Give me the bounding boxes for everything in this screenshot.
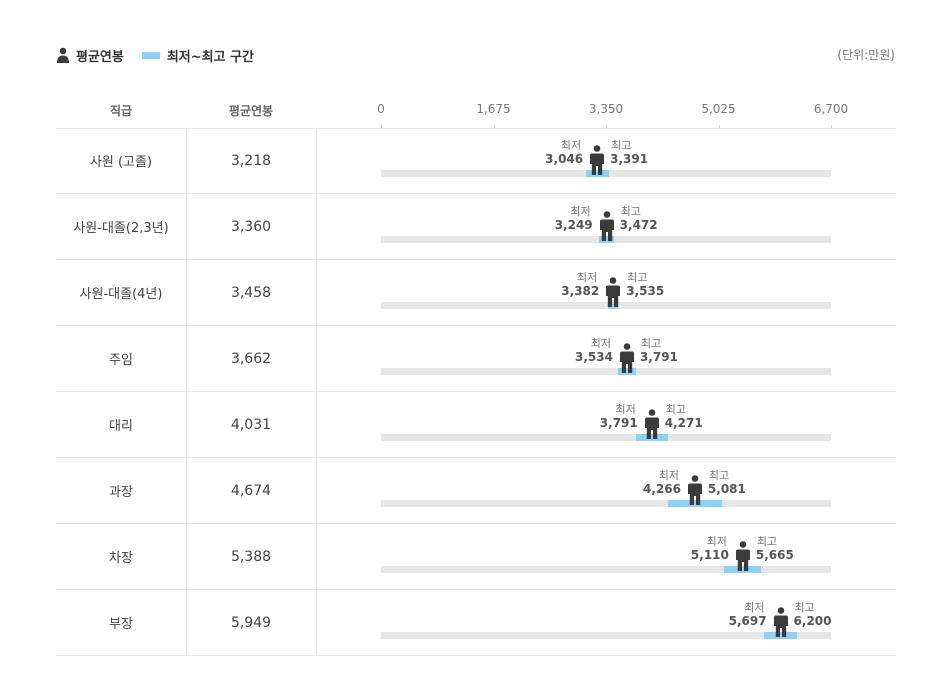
min-caption: 최저 [658,469,679,482]
min-value: 3,382 [561,284,600,298]
person-icon [644,409,660,439]
min-value: 3,046 [545,152,584,166]
grade-label: 사원-대졸(4년) [56,260,187,325]
person-icon [605,277,621,307]
avg-salary-value: 4,674 [186,458,317,523]
x-tick-mark [718,125,720,128]
range-bar [635,434,668,441]
range-bar [599,236,615,243]
header-grade: 직급 [109,104,133,118]
person-icon [773,607,789,637]
min-value: 5,697 [728,614,767,628]
range-track [381,434,831,441]
min-value: 5,110 [690,548,729,562]
grade-label: 과장 [56,458,187,523]
min-value: 3,791 [599,416,638,430]
max-value: 3,791 [639,350,678,364]
min-value: 3,534 [575,350,613,364]
legend-range-swatch [141,51,160,59]
max-value: 5,081 [707,482,746,496]
min-value: 3,249 [554,218,593,232]
max-caption: 최고 [794,601,815,614]
avg-salary-value: 5,949 [186,590,317,655]
table-row: 대리 4,031 최저 3,791 최고 4,271 [56,392,896,458]
max-value: 6,200 [793,614,832,628]
range-track [381,302,831,309]
min-caption: 최저 [706,535,727,548]
min-caption: 최저 [744,601,765,614]
legend: 평균연봉 최저~최고 구간 [56,46,255,65]
avg-salary-value: 3,458 [186,260,317,325]
max-caption: 최고 [756,535,778,548]
person-icon [57,47,69,63]
x-tick-label: 0 [377,102,385,116]
max-caption: 최고 [627,271,648,284]
x-tick-label: 3,350 [588,102,624,116]
x-tick-mark [606,125,607,128]
range-track [381,632,831,639]
person-icon [619,343,635,373]
x-tick-label: 6,700 [813,102,849,116]
min-value: 4,266 [642,482,681,496]
x-tick-mark [493,125,495,128]
person-icon [687,475,703,505]
header-avg: 평균연봉 [228,104,274,118]
max-value: 4,271 [664,416,703,430]
table-row: 주임 3,662 최저 3,534 최고 3,791 [56,326,896,392]
x-tick-label: 1,675 [476,102,511,116]
range-bar [608,302,619,309]
max-value: 3,535 [626,284,665,298]
range-track [381,368,831,375]
legend-range-label: 최저~최고 구간 [166,49,255,65]
max-caption: 최고 [665,403,686,416]
table-row: 사원-대졸(2,3년) 3,360 최저 3,249 최고 3,472 [56,194,896,260]
avg-salary-value: 3,360 [186,194,317,259]
min-caption: 최저 [560,139,582,152]
chart-rows: 사원 (고졸) 3,218 최저 3,046 최고 3,391 사원-대졸(2,3년) 3,3… [56,128,896,656]
max-caption: 최고 [620,205,641,218]
x-tick-mark [831,125,832,128]
range-track [381,500,831,507]
person-icon [735,541,751,571]
grade-label: 차장 [56,524,187,589]
person-icon [599,211,615,241]
range-track [381,566,831,573]
legend-avg-label: 평균연봉 [76,49,124,65]
min-caption: 최저 [577,271,598,284]
range-bar [667,500,723,507]
max-value: 3,391 [610,152,649,166]
table-row: 차장 5,388 최저 5,110 최고 5,665 [56,524,896,590]
range-bar [724,566,762,573]
grade-label: 사원-대졸(2,3년) [56,194,187,259]
min-caption: 최저 [615,403,636,416]
person-icon [589,145,605,175]
grade-label: 사원 (고졸) [56,128,187,193]
grade-label: 부장 [56,590,187,655]
range-bar [618,368,636,375]
x-tick-label: 5,025 [701,102,736,116]
range-bar [763,632,798,639]
x-tick-mark [381,125,382,128]
grade-label: 대리 [56,392,187,457]
table-row: 사원-대졸(4년) 3,458 최저 3,382 최고 3,535 [56,260,896,326]
table-row: 부장 5,949 최저 5,697 최고 6,200 [56,590,896,656]
avg-salary-value: 3,662 [186,326,317,391]
max-caption: 최고 [640,337,662,350]
unit-label: (단위:만원) [837,48,895,62]
max-value: 3,472 [619,218,658,232]
max-value: 5,665 [755,548,794,562]
table-header: 직급 평균연봉 0 1,675 3,350 5,025 6,700 [56,98,896,129]
grade-label: 주임 [56,326,187,391]
avg-salary-value: 3,218 [186,128,317,193]
min-caption: 최저 [570,205,591,218]
avg-salary-value: 4,031 [186,392,317,457]
min-caption: 최저 [590,337,611,350]
range-bar [585,170,609,177]
table-row: 과장 4,674 최저 4,266 최고 5,081 [56,458,896,524]
max-caption: 최고 [611,139,632,152]
max-caption: 최고 [708,469,730,482]
avg-salary-value: 5,388 [186,524,317,589]
table-row: 사원 (고졸) 3,218 최저 3,046 최고 3,391 [56,128,896,194]
